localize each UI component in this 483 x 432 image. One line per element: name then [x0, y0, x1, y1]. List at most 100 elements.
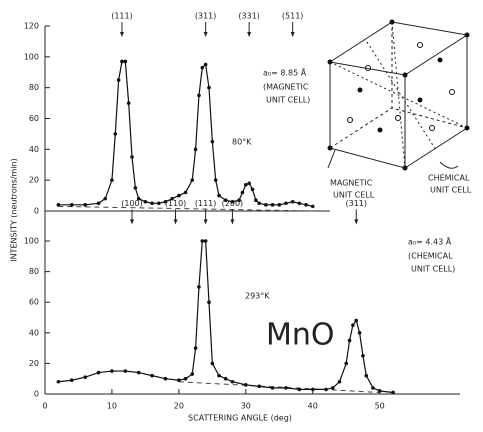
annotation: a₀= 4.43 Å — [408, 236, 452, 247]
data-point — [56, 203, 61, 207]
x-tick-label: 50 — [375, 402, 385, 411]
data-point — [190, 372, 195, 376]
data-point — [344, 361, 349, 366]
data-point — [183, 376, 188, 381]
data-point — [347, 338, 352, 343]
y-tick-label: 80 — [29, 83, 39, 92]
data-point — [136, 370, 141, 375]
data-point — [197, 285, 201, 289]
data-point — [254, 198, 258, 203]
data-point — [371, 386, 375, 390]
data-point — [133, 186, 138, 190]
data-point — [207, 85, 211, 90]
data-point — [270, 386, 275, 390]
peak-arrowhead — [247, 32, 252, 37]
peak-label: (511) — [282, 12, 304, 21]
annotation: (MAGNETIC — [263, 83, 309, 92]
data-point — [297, 201, 302, 206]
data-point — [351, 323, 355, 327]
data-point — [377, 389, 382, 393]
data-point — [310, 387, 315, 392]
data-point — [284, 386, 288, 390]
data-point — [364, 373, 369, 378]
data-point — [83, 203, 87, 207]
y-tick-label: 20 — [29, 176, 39, 185]
data-point — [223, 376, 228, 381]
y-tick-label: 100 — [24, 237, 39, 246]
y-tick-label: 0 — [34, 207, 39, 216]
data-point — [210, 139, 215, 144]
data-point — [310, 204, 315, 209]
data-point — [304, 203, 308, 207]
annotation: 293°K — [245, 292, 270, 301]
data-point — [240, 190, 245, 195]
peak-label: (200) — [222, 199, 244, 208]
data-point — [203, 62, 208, 67]
peak-label: (111) — [195, 199, 217, 208]
unit-cell-diagram — [327, 21, 469, 169]
data-point — [244, 182, 248, 187]
data-point — [177, 378, 181, 383]
data-point — [103, 196, 108, 201]
peak-arrowhead — [203, 219, 208, 225]
annotation: UNIT CELL) — [266, 96, 310, 105]
y-tick-label: 40 — [29, 328, 39, 337]
data-point — [250, 187, 255, 192]
y-tick-label: 60 — [29, 298, 39, 307]
background-line — [178, 381, 380, 393]
data-point — [110, 178, 114, 182]
y-tick-label: 80 — [29, 267, 39, 276]
data-point — [284, 201, 288, 206]
data-point — [257, 201, 261, 206]
data-point — [193, 346, 198, 350]
data-point — [247, 181, 251, 186]
x-tick-label: 30 — [241, 402, 251, 411]
peak-arrowhead — [173, 219, 178, 225]
data-point — [150, 373, 154, 378]
peak-arrowhead — [354, 219, 359, 225]
data-point — [69, 378, 74, 383]
data-point — [357, 331, 362, 335]
data-point — [331, 386, 335, 390]
data-point — [217, 193, 221, 198]
data-point — [213, 178, 218, 182]
peak-label: (110) — [165, 199, 187, 208]
data-point — [126, 101, 131, 105]
y-tick-label: 120 — [24, 22, 39, 31]
data-point — [270, 203, 275, 207]
annotation: MnO — [266, 318, 335, 353]
data-point — [143, 199, 148, 204]
data-point — [277, 203, 282, 207]
data-point — [130, 155, 134, 159]
data-point — [337, 379, 342, 384]
peak-arrowhead — [203, 32, 208, 37]
data-point — [96, 370, 101, 375]
data-point — [150, 201, 154, 206]
data-point — [361, 353, 365, 358]
data-point — [136, 196, 141, 201]
data-point — [207, 300, 211, 305]
data-point — [230, 199, 235, 204]
atoms — [327, 19, 470, 171]
peak-label: (111) — [111, 12, 133, 21]
inset-label: UNIT CELL — [333, 191, 375, 200]
data-point — [244, 383, 248, 387]
data-point — [190, 178, 195, 182]
data-point — [113, 132, 118, 136]
data-point — [197, 93, 201, 98]
annotation: 80°K — [232, 138, 252, 147]
data-point — [96, 201, 101, 206]
data-point — [297, 387, 302, 392]
annotation: a₀= 8.85 Å — [263, 67, 307, 78]
data-point — [56, 379, 61, 384]
data-line — [58, 240, 394, 394]
y-tick-label: 60 — [29, 114, 39, 123]
data-point — [120, 59, 124, 64]
data-point — [116, 78, 121, 82]
inset-label: MAGNETIC — [330, 179, 373, 188]
data-point — [156, 201, 161, 206]
data-point — [203, 239, 208, 243]
peak-arrowhead — [230, 219, 235, 225]
data-point — [210, 361, 215, 366]
